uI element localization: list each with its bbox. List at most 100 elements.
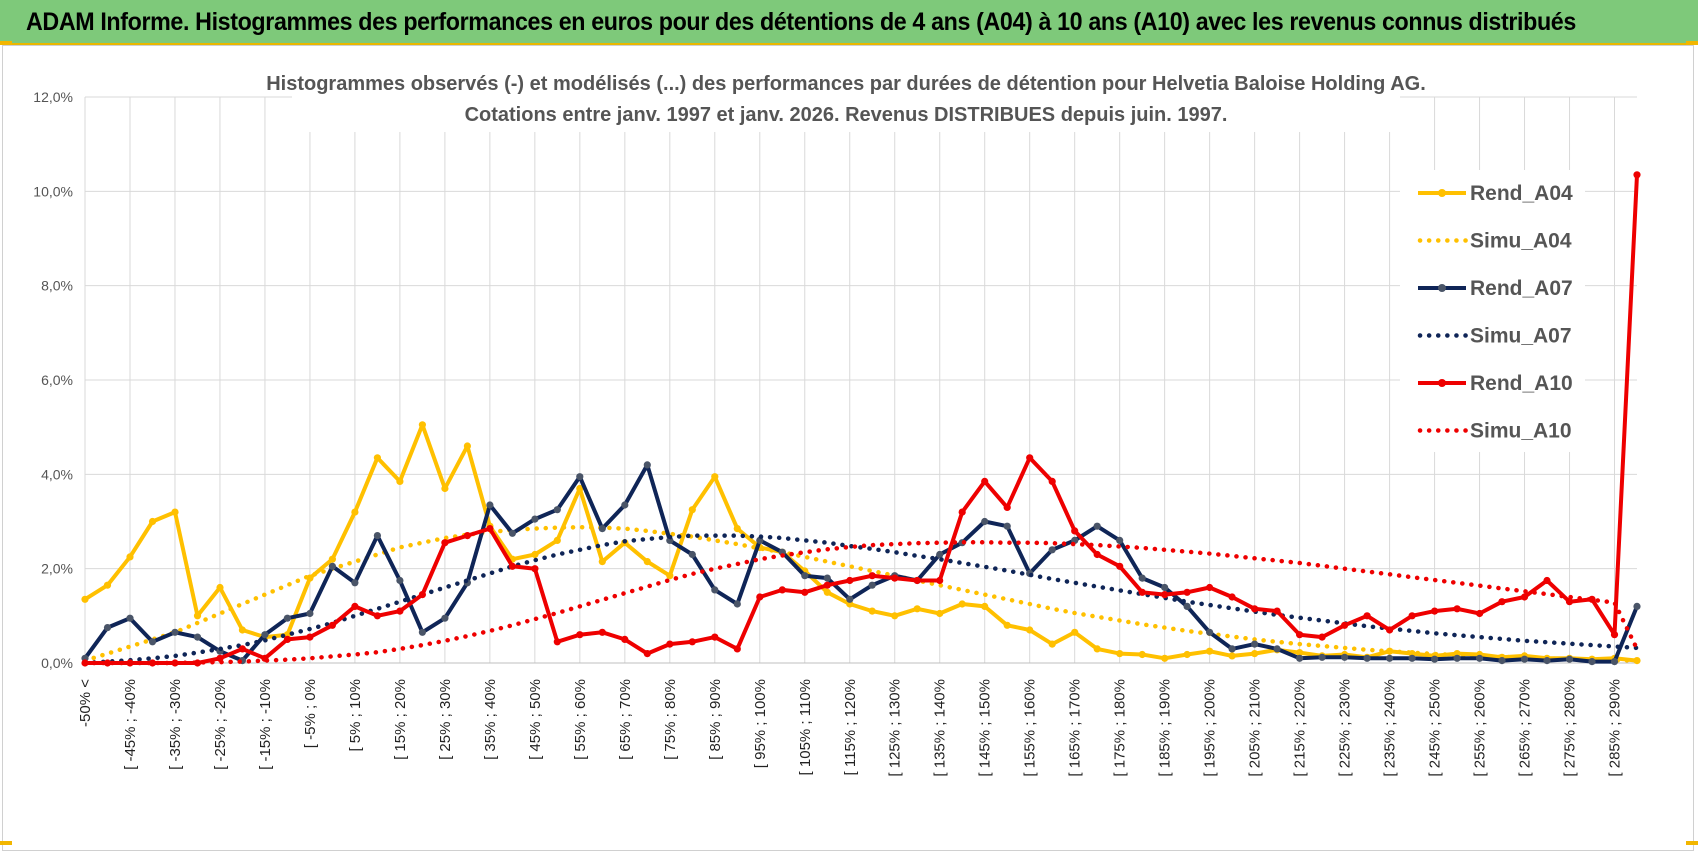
rend-a10-point — [1206, 583, 1214, 592]
rend-a04-point — [1183, 650, 1191, 659]
rend-a10-point — [1026, 454, 1034, 462]
x-tick-label: [ 255% ; 260% — [1472, 679, 1489, 777]
rend-a10-point — [1610, 631, 1619, 639]
rend-a07-point — [1408, 654, 1416, 662]
rend-a10-point — [1520, 593, 1529, 601]
rend-a04-point — [418, 421, 426, 429]
rend-a07-point — [1453, 654, 1461, 662]
rend-a10-legend-label: Rend_A10 — [1470, 372, 1573, 395]
rend-a07-point — [1206, 628, 1214, 636]
rend-a07-point — [846, 595, 854, 603]
rend-a04-point — [463, 442, 471, 450]
simu-a07-line — [82, 533, 1640, 666]
x-tick-label: [ 265% ; 270% — [1517, 679, 1534, 777]
x-tick-label: [ 15% ; 20% — [392, 679, 409, 760]
x-tick-label: [ 155% ; 160% — [1022, 679, 1039, 777]
corner-mark-br — [1686, 841, 1698, 845]
x-tick-label: [ 65% ; 70% — [617, 679, 634, 760]
rend-a04-point — [1206, 647, 1214, 655]
rend-a07-point — [868, 581, 876, 589]
rend-a04-point — [148, 517, 157, 526]
rend-a10-point — [778, 586, 786, 594]
x-tick-label: [ 175% ; 180% — [1112, 679, 1129, 777]
x-tick-label: [ 205% ; 210% — [1247, 679, 1264, 777]
rend-a10-point — [1003, 503, 1011, 511]
rend-a04-point — [328, 555, 336, 563]
rend-a07-point — [1273, 645, 1281, 653]
rend-a10-point — [598, 628, 606, 636]
rend-a04-point — [643, 558, 651, 566]
rend-a10-point — [823, 581, 831, 589]
y-tick-label: 4,0% — [41, 466, 73, 482]
rend-a07-point — [1565, 655, 1574, 663]
report-title: ADAM Informe. Histogrammes des performan… — [26, 8, 1576, 36]
x-tick-label: [ 165% ; 170% — [1067, 679, 1084, 777]
y-tick-label: 0,0% — [41, 655, 73, 671]
x-tick-label: [ 245% ; 250% — [1427, 679, 1444, 777]
rend-a10-point — [576, 631, 584, 639]
x-tick-label: -50% < — [77, 679, 94, 727]
rend-a04-point — [1048, 640, 1056, 648]
rend-a07-point — [1318, 653, 1326, 661]
rend-a07-point — [306, 609, 314, 618]
rend-a04-point — [598, 558, 606, 566]
rend-a07-point — [486, 501, 494, 509]
rend-a10-point — [1633, 171, 1641, 179]
rend-a10-point — [891, 574, 899, 582]
rend-a07-point — [936, 550, 944, 559]
x-axis: -50% < [ -45% ; -40% [ -35% ; -30% [ -25% ;… — [77, 679, 1624, 777]
rend-a10-point — [801, 588, 809, 596]
rend-a10-point — [351, 602, 359, 611]
rend-a10-point — [643, 650, 651, 658]
rend-a04-point — [1138, 650, 1146, 659]
simu-a10-line — [82, 540, 1640, 666]
rend-a04-point — [666, 572, 674, 580]
rend-a04-point — [1296, 649, 1304, 657]
rend-a10-legend-marker — [1438, 379, 1446, 387]
rend-a10-point — [283, 635, 291, 644]
rend-a04-point — [1228, 652, 1236, 660]
chart-title-line2: Cotations entre janv. 1997 et janv. 2026… — [465, 104, 1228, 126]
rend-a07-point — [171, 628, 179, 636]
rend-a10-point — [103, 659, 112, 667]
x-tick-label: [ 45% ; 50% — [527, 679, 544, 760]
rend-a04-legend-label: Rend_A04 — [1470, 182, 1573, 205]
rend-a10-point — [1116, 562, 1124, 570]
chart-title-line1: Histogrammes observés (-) et modélisés (… — [266, 73, 1426, 95]
rend-a10-point — [1251, 605, 1259, 613]
rend-a10-point — [1296, 631, 1304, 639]
corner-mark-tl — [0, 41, 12, 45]
rend-a07-point — [1363, 654, 1371, 662]
rend-a04-line — [83, 422, 1638, 663]
rend-a07-point — [508, 529, 516, 537]
rend-a10-point — [1071, 527, 1079, 535]
y-tick-label: 8,0% — [41, 278, 73, 294]
rend-a10-point — [846, 576, 854, 585]
rend-a04-point — [913, 605, 921, 613]
x-tick-label: [ 135% ; 140% — [932, 679, 949, 777]
x-tick-label: [ 225% ; 230% — [1337, 679, 1354, 777]
rend-a07-point — [688, 550, 696, 559]
rend-a07-point — [126, 614, 134, 622]
simu-a04-legend-label: Simu_A04 — [1470, 230, 1572, 253]
rend-a07-point — [1341, 653, 1349, 661]
rend-a04-point — [1251, 650, 1259, 658]
rend-a04-point — [216, 583, 224, 592]
rend-a07-point — [553, 506, 561, 514]
series-layer — [81, 171, 1641, 667]
rend-a07-point — [1476, 654, 1484, 662]
rend-a07-point — [1093, 522, 1101, 530]
rend-a10-point — [1093, 550, 1101, 559]
rend-a04-point — [553, 536, 561, 545]
rend-a10-point — [688, 638, 696, 646]
rend-a04-point — [981, 602, 989, 611]
rend-a10-point — [1161, 591, 1169, 599]
x-tick-label: [ 285% ; 290% — [1607, 679, 1624, 777]
y-axis: 0,0% 2,0% 4,0% 6,0% 8,0% 10,0% 12,0% — [33, 89, 73, 671]
rend-a10-point — [868, 572, 876, 580]
rend-a04-point — [1071, 628, 1079, 636]
rend-a04-point — [531, 550, 539, 559]
x-tick-label: [ 235% ; 240% — [1382, 679, 1399, 777]
rend-a07-point — [1431, 655, 1439, 663]
rend-a10-point — [441, 539, 449, 547]
